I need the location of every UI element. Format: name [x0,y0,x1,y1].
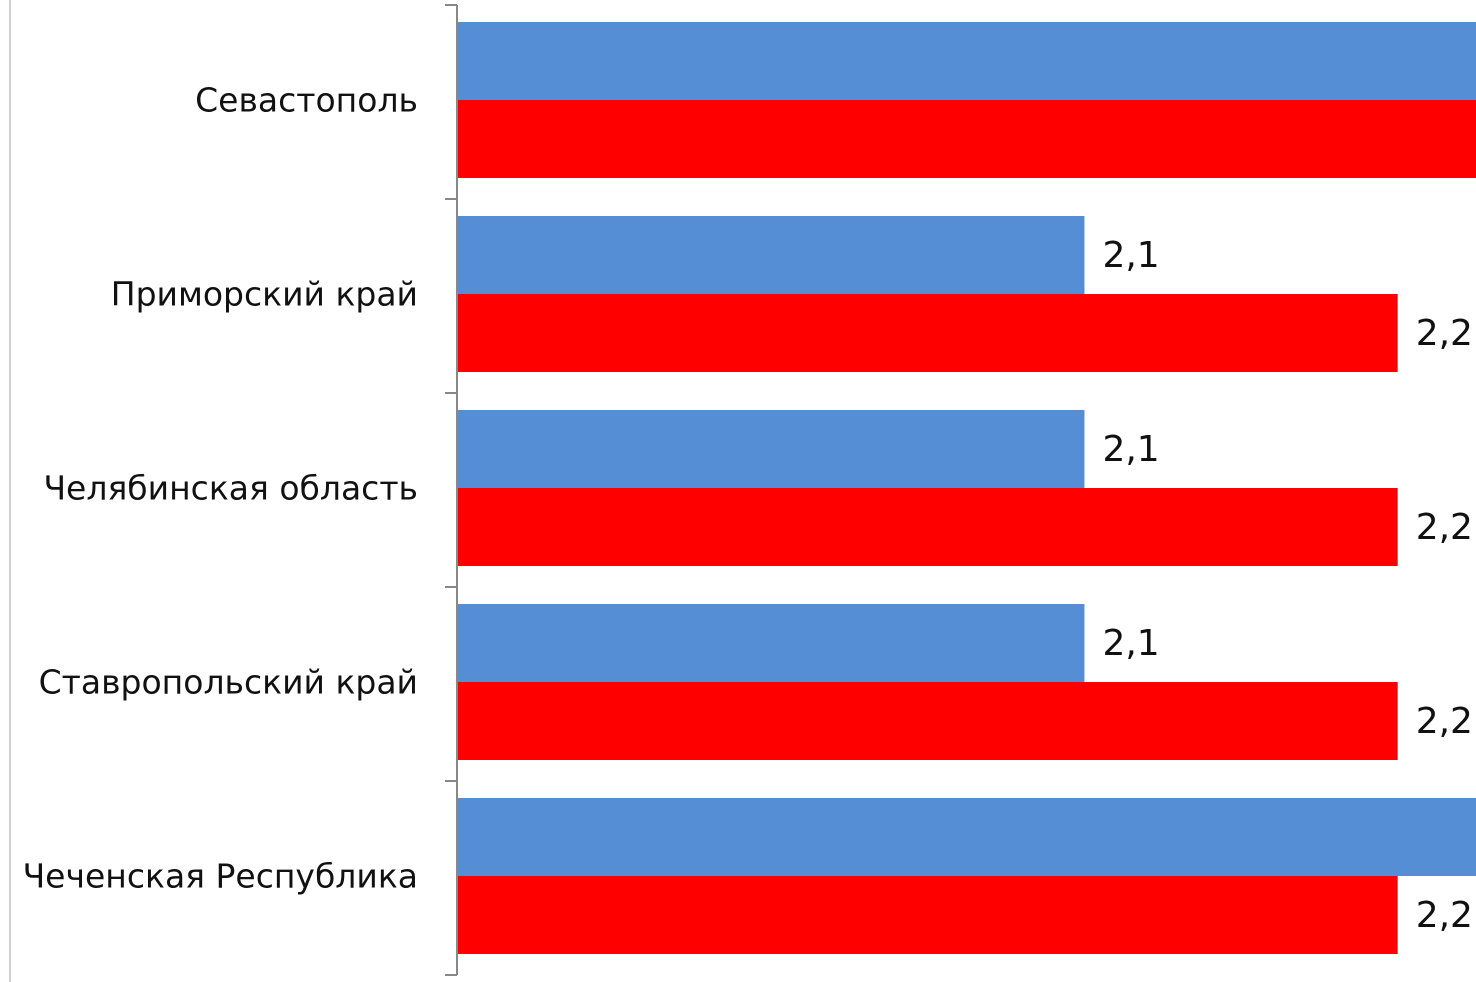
value-label: 2,2 [1416,895,1473,936]
bar [458,410,1085,488]
value-label: 2,1 [1102,623,1159,664]
bar [458,876,1398,954]
value-label: 2,2 [1416,701,1473,742]
bar [458,100,1476,178]
category-label: Челябинская область [43,469,418,508]
bar [458,22,1476,100]
value-label: 2,2 [1416,313,1473,354]
bar [458,798,1476,876]
bar [458,682,1398,760]
value-label: 2,2 [1416,507,1473,548]
bar [458,216,1085,294]
bar [458,294,1398,372]
category-label: Ставропольский край [39,663,418,702]
plot-area [458,22,1476,954]
category-label: Приморский край [111,275,418,314]
bar [458,488,1398,566]
category-label: Чеченская Республика [23,857,418,896]
value-label: 2,1 [1102,235,1159,276]
value-label: 2,1 [1102,429,1159,470]
bar [458,604,1085,682]
category-label: Севастополь [195,81,418,120]
